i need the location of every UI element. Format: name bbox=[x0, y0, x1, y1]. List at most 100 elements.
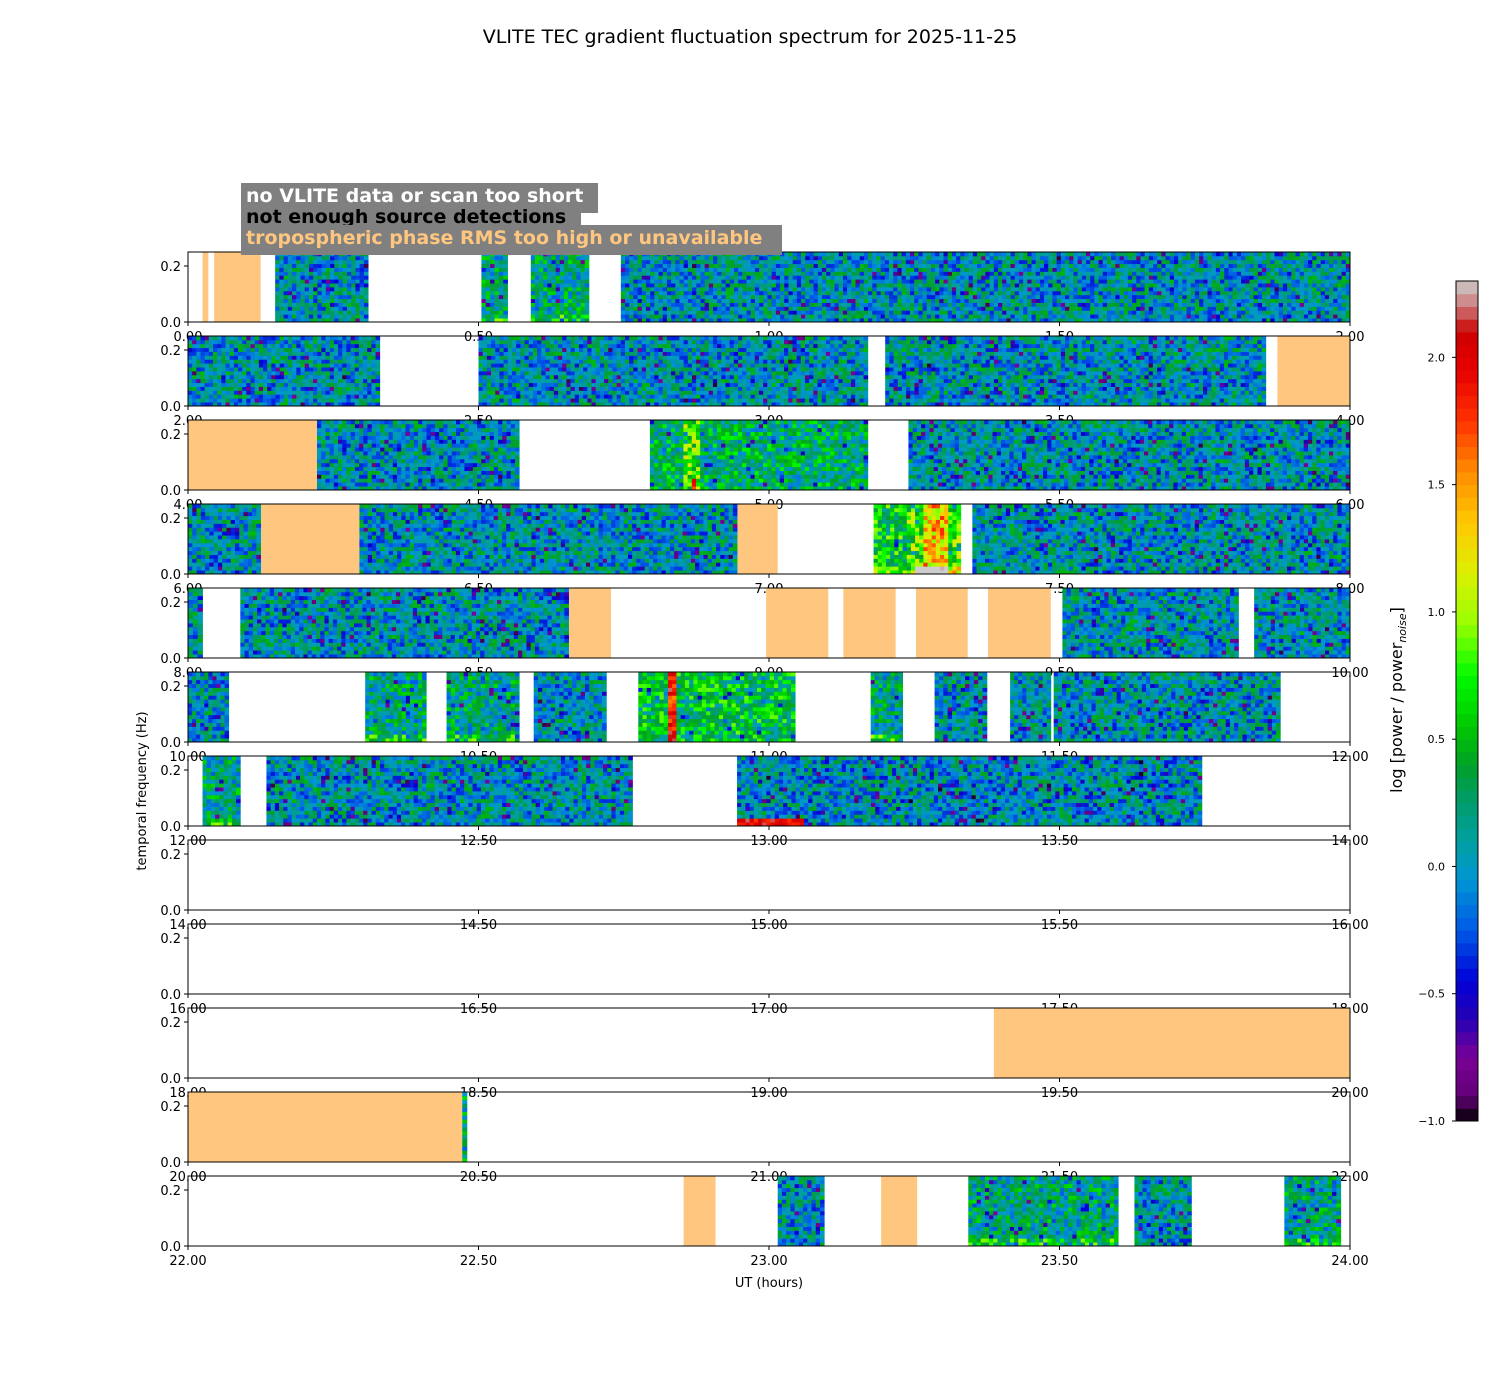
y-tick-label: 0.2 bbox=[160, 1016, 181, 1031]
colorbar-step bbox=[1456, 523, 1478, 536]
spectrum-segment bbox=[1134, 1176, 1191, 1246]
panels: 0.00.20.000.501.001.502.000.00.22.002.50… bbox=[160, 252, 1368, 1269]
spectrum-segment bbox=[871, 672, 903, 742]
tropo-band bbox=[988, 588, 1051, 658]
colorbar-step bbox=[1456, 497, 1478, 510]
spectrum-segment bbox=[534, 672, 607, 742]
colorbar-step bbox=[1456, 956, 1478, 969]
x-tick-label: 17.00 bbox=[750, 1002, 787, 1017]
tropo-band bbox=[214, 252, 260, 322]
spectrum-figure: VLITE TEC gradient fluctuation spectrum … bbox=[0, 0, 1500, 1400]
colorbar-step bbox=[1456, 739, 1478, 752]
colorbar-step bbox=[1456, 714, 1478, 727]
spectrum-segment bbox=[968, 1176, 1118, 1246]
tropo-band bbox=[843, 588, 895, 658]
tropo-band bbox=[188, 420, 317, 490]
panel-4: 0.00.28.008.509.009.5010.00 bbox=[160, 588, 1368, 681]
colorbar-step bbox=[1456, 981, 1478, 994]
x-tick-label: 19.00 bbox=[750, 1086, 787, 1101]
tropo-band bbox=[188, 1092, 462, 1162]
tropo-band bbox=[684, 1176, 716, 1246]
spectrum-segment bbox=[479, 336, 869, 406]
colorbar-tick-label: 2.0 bbox=[1428, 351, 1446, 364]
colorbar-step bbox=[1456, 726, 1478, 739]
spectrum-segment bbox=[481, 252, 508, 322]
colorbar-step bbox=[1456, 1083, 1478, 1096]
spectrum-segment bbox=[908, 420, 1350, 490]
tropo-band bbox=[1277, 336, 1350, 406]
panel-5: 0.00.210.0010.5011.0011.5012.00 bbox=[160, 672, 1368, 765]
colorbar-step bbox=[1456, 306, 1478, 319]
colorbar-step bbox=[1456, 943, 1478, 956]
x-tick-label: 12.50 bbox=[460, 834, 497, 849]
colorbar-step bbox=[1456, 803, 1478, 816]
colorbar-step bbox=[1456, 561, 1478, 574]
spectrum-segment bbox=[638, 672, 795, 742]
colorbar-tick-label: 1.5 bbox=[1428, 479, 1446, 492]
x-tick-label: 19.50 bbox=[1041, 1086, 1078, 1101]
colorbar-step bbox=[1456, 752, 1478, 765]
colorbar-step bbox=[1456, 905, 1478, 918]
colorbar-step bbox=[1456, 421, 1478, 434]
tropo-band bbox=[569, 588, 611, 658]
colorbar-step bbox=[1456, 383, 1478, 396]
colorbar-step bbox=[1456, 879, 1478, 892]
y-tick-label: 0.2 bbox=[160, 428, 181, 443]
colorbar-step bbox=[1456, 281, 1478, 294]
tropo-band bbox=[737, 504, 778, 574]
tropo-band bbox=[994, 1008, 1350, 1078]
colorbar-step bbox=[1456, 816, 1478, 829]
colorbar-step bbox=[1456, 599, 1478, 612]
colorbar-step bbox=[1456, 637, 1478, 650]
y-axis-label: temporal frequency (Hz) bbox=[135, 711, 150, 870]
spectrum-segment bbox=[972, 504, 1350, 574]
y-tick-label: 0.2 bbox=[160, 596, 181, 611]
spectrum-segment bbox=[1062, 588, 1238, 658]
x-tick-label: 15.00 bbox=[750, 918, 787, 933]
colorbar-step bbox=[1456, 446, 1478, 459]
colorbar-step bbox=[1456, 625, 1478, 638]
y-tick-label: 0.0 bbox=[160, 1072, 181, 1087]
y-tick-label: 0.2 bbox=[160, 848, 181, 863]
x-tick-label: 13.00 bbox=[750, 834, 787, 849]
x-tick-label: 20.50 bbox=[460, 1170, 497, 1185]
y-tick-label: 0.2 bbox=[160, 764, 181, 779]
colorbar-step bbox=[1456, 841, 1478, 854]
colorbar-step bbox=[1456, 1096, 1478, 1109]
spectrum-segment bbox=[275, 252, 368, 322]
colorbar-tick-label: −0.5 bbox=[1418, 988, 1445, 1001]
colorbar-step bbox=[1456, 396, 1478, 409]
y-tick-label: 0.2 bbox=[160, 512, 181, 527]
y-tick-label: 0.0 bbox=[160, 988, 181, 1003]
colorbar-tick-label: 0.5 bbox=[1428, 733, 1446, 746]
colorbar-step bbox=[1456, 332, 1478, 345]
panel-0: 0.00.20.000.501.001.502.00 bbox=[160, 252, 1364, 345]
colorbar-step bbox=[1456, 701, 1478, 714]
y-tick-label: 0.0 bbox=[160, 484, 181, 499]
spectrum-segment bbox=[266, 756, 632, 826]
x-tick-label: 14.50 bbox=[460, 918, 497, 933]
x-tick-label: 15.50 bbox=[1041, 918, 1078, 933]
spectrum-segment bbox=[935, 672, 988, 742]
tropo-band bbox=[766, 588, 828, 658]
colorbar-step bbox=[1456, 790, 1478, 803]
x-axis-label: UT (hours) bbox=[735, 1276, 803, 1291]
colorbar-step bbox=[1456, 1045, 1478, 1058]
y-tick-label: 0.2 bbox=[160, 680, 181, 695]
x-tick-label: 23.00 bbox=[750, 1254, 787, 1269]
x-tick-label: 24.00 bbox=[1331, 1254, 1368, 1269]
tropo-band bbox=[881, 1176, 917, 1246]
panel-1: 0.00.22.002.503.003.504.00 bbox=[160, 336, 1364, 429]
panel-3: 0.00.26.006.507.007.508.00 bbox=[160, 504, 1364, 597]
tropo-band bbox=[261, 504, 360, 574]
legend-tropo-label: tropospheric phase RMS too high or unava… bbox=[246, 227, 762, 249]
spectrum-segment bbox=[650, 420, 868, 490]
panel-2: 0.00.24.004.505.005.506.00 bbox=[160, 420, 1364, 513]
colorbar-step bbox=[1456, 930, 1478, 943]
x-tick-label: 23.50 bbox=[1041, 1254, 1078, 1269]
spectrum-segment bbox=[188, 336, 380, 406]
colorbar-step bbox=[1456, 892, 1478, 905]
y-tick-label: 0.0 bbox=[160, 652, 181, 667]
